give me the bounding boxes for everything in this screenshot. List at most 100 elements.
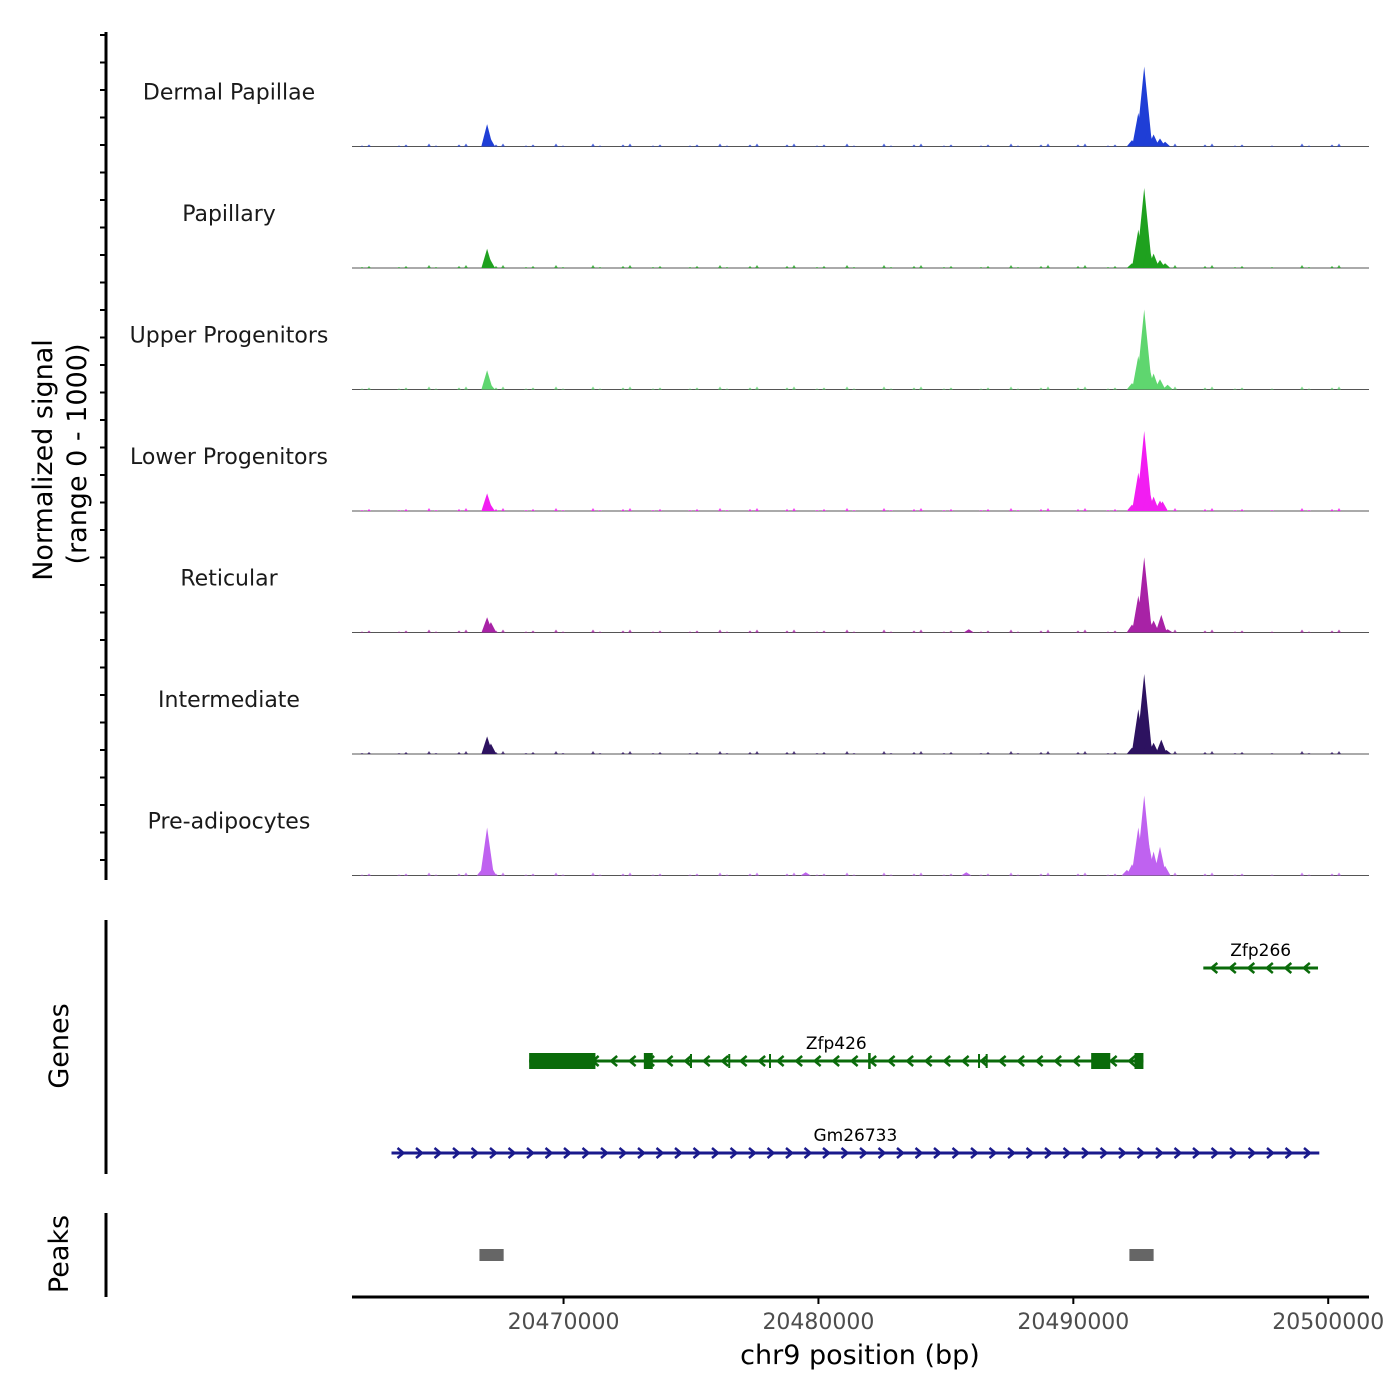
strand-arrow [1007,1147,1016,1159]
strand-arrow [1173,1147,1183,1159]
signal-peak [1136,674,1153,754]
track-noise [360,872,1341,876]
strand-arrow [757,1055,766,1067]
track-noise [360,508,1341,511]
gene-label: Zfp426 [806,1034,867,1054]
exon [529,1053,596,1069]
x-axis: 20470000 20480000 20490000 20500000 [352,1295,1384,1335]
strand-arrow [415,1147,424,1159]
strand-arrow [563,1147,572,1159]
strand-arrow [1209,962,1219,974]
strand-arrow [1227,962,1237,974]
strand-arrow [720,1055,729,1067]
coverage-panel: Dermal Papillae Papillary Upper Progenitor… [100,32,1369,880]
strand-arrow [1081,1147,1090,1159]
signal-peak [961,872,972,876]
strand-arrow [609,1055,618,1067]
signal-peak [1159,865,1171,876]
signal-peak [1153,846,1167,876]
track-label: Intermediate [158,688,300,713]
strand-arrow [1247,1147,1257,1159]
peak-region [1129,1249,1154,1261]
strand-arrow [1301,962,1311,974]
strand-arrow [526,1147,535,1159]
strand-arrow [470,1147,480,1159]
signal-peak [484,503,495,511]
signal-peak [1159,141,1171,147]
genes-panel-title: Genes [44,1003,75,1088]
strand-arrow [433,1147,443,1159]
signal-peak [1155,739,1167,754]
strand-arrow [1071,1055,1081,1067]
signal-peak [1136,557,1152,633]
track-noise [360,143,1341,147]
peak-region [479,1249,504,1261]
strand-arrow [812,1055,822,1067]
signal-peak [1159,263,1171,268]
strand-arrow [1034,1055,1044,1067]
strand-arrow [692,1147,702,1159]
strand-arrow [701,1055,711,1067]
signal-peak [1157,501,1168,511]
coverage-track: Intermediate [158,674,1369,755]
exon [1134,1053,1144,1069]
signal-peak [1136,66,1153,147]
strand-arrow [840,1147,850,1159]
y-axis-title: Normalized signal [28,339,59,581]
signal-peak [1155,614,1167,633]
signal-peak [1162,384,1173,390]
track-noise [360,629,1341,633]
signal-peak [1148,742,1159,754]
gene-label: Gm26733 [813,1126,897,1146]
gene-model: Zfp266 [1203,941,1319,974]
signal-peak [963,629,974,633]
track-label: Upper Progenitors [130,324,329,349]
strand-arrow [1127,1055,1136,1067]
strand-arrow [507,1147,517,1159]
strand-arrow [1118,1147,1127,1159]
signal-peak [1162,629,1173,633]
exon [1091,1053,1111,1069]
strand-arrow [970,1147,979,1159]
strand-arrow [1053,1055,1062,1067]
strand-arrow [396,1147,406,1159]
track-label: Papillary [182,202,276,227]
y-axis-range-label: (range 0 - 1000) [62,344,93,565]
strand-arrow [877,1147,887,1159]
strand-arrow [942,1055,951,1067]
strand-arrow [1283,962,1293,974]
signal-peak [485,743,497,754]
strand-arrow [1246,962,1256,974]
strand-arrow [1016,1055,1025,1067]
strand-arrow [775,1055,785,1067]
x-tick-label: 20500000 [1272,1310,1384,1335]
signal-peak [1148,620,1160,633]
strand-arrow [766,1147,776,1159]
strand-arrow [859,1147,868,1159]
peaks-panel-title: Peaks [44,1215,75,1293]
strand-arrow [1210,1147,1220,1159]
signal-peak [1154,379,1166,390]
track-label: Reticular [180,567,278,592]
coverage-track: Reticular [180,557,1369,633]
strand-arrow [933,1147,942,1159]
strand-arrow [674,1147,683,1159]
peaks-panel [104,1213,1154,1297]
track-label: Lower Progenitors [130,445,328,470]
x-tick-label: 20470000 [508,1310,620,1335]
x-tick-label: 20480000 [762,1310,874,1335]
strand-arrow [738,1055,748,1067]
strand-arrow [1284,1147,1294,1159]
strand-arrow [655,1147,665,1159]
strand-arrow [748,1147,757,1159]
strand-arrow [683,1055,692,1067]
strand-arrow [1229,1147,1238,1159]
strand-arrow [1044,1147,1053,1159]
strand-arrow [896,1147,905,1159]
coverage-track: Dermal Papillae [143,66,1369,147]
strand-arrow [1062,1147,1072,1159]
strand-arrow [794,1055,803,1067]
strand-arrow [544,1147,554,1159]
coverage-track: Upper Progenitors [130,309,1369,390]
strand-arrow [979,1055,988,1067]
